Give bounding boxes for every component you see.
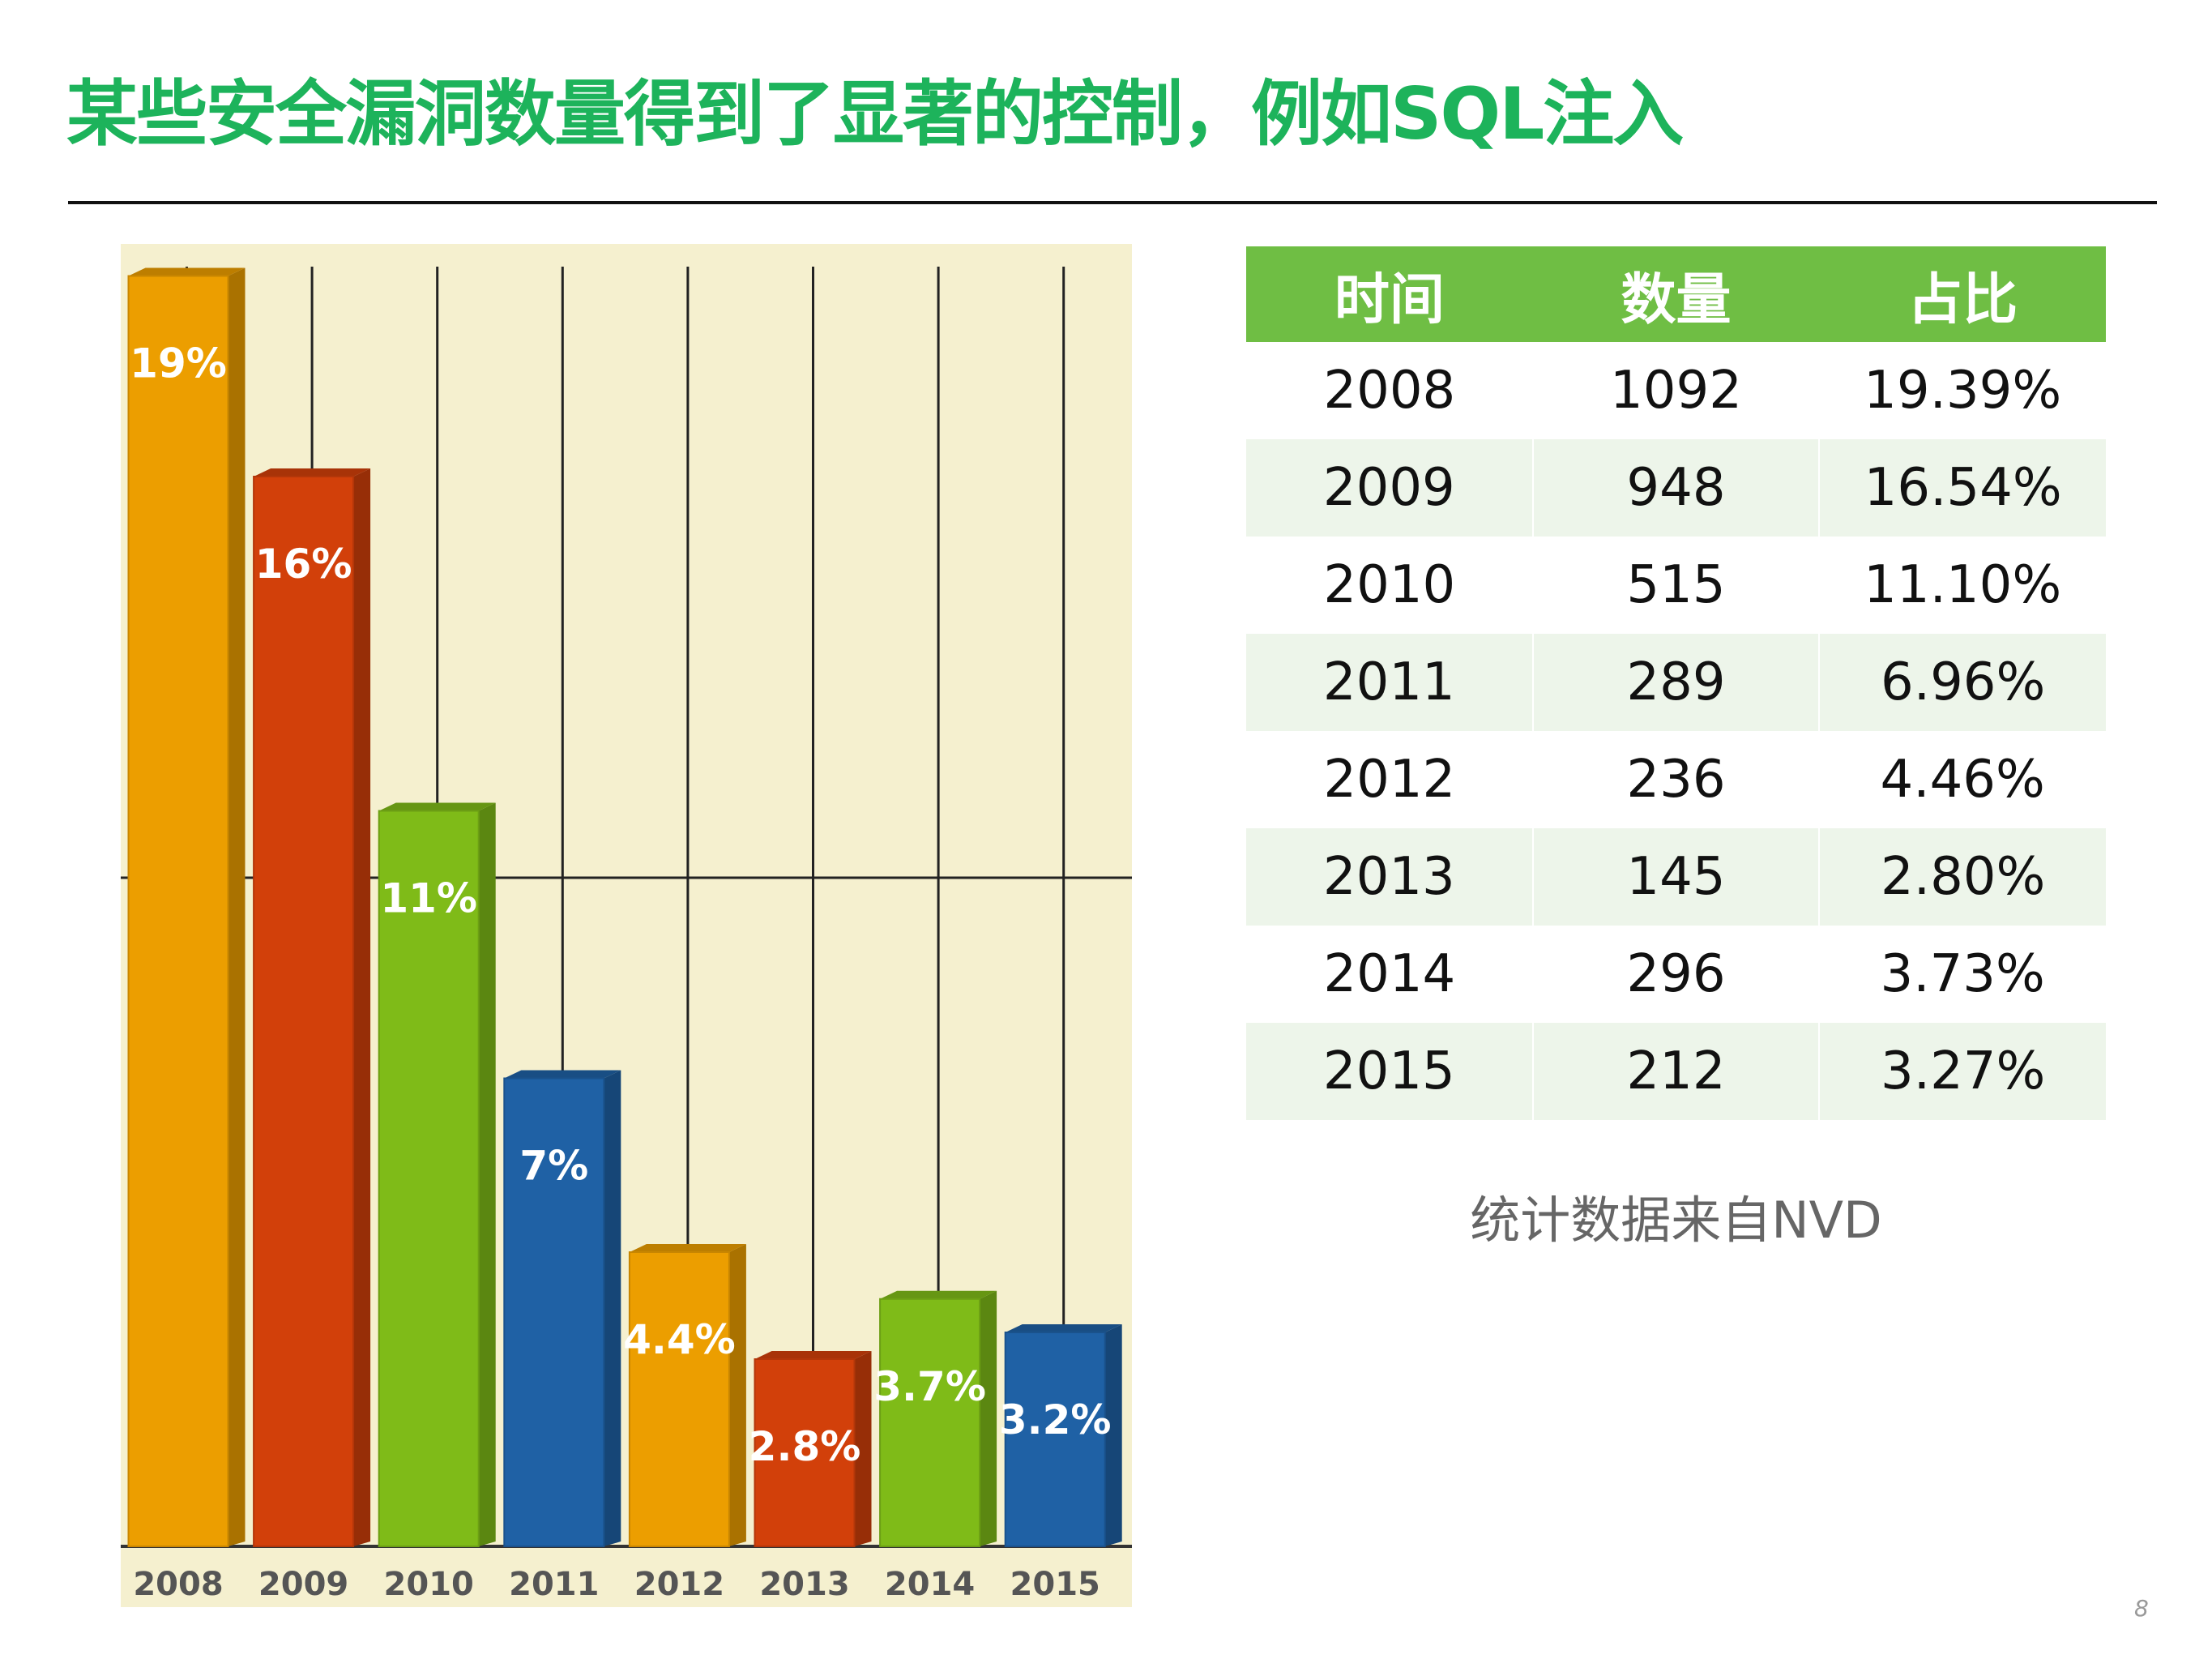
data-source-caption: 统计数据来自NVD [1470,1191,1882,1250]
cell-year: 2009 [1246,439,1533,537]
bar-side [1104,1324,1122,1546]
data-label: 4.4% [623,1316,736,1363]
cell-year: 2015 [1246,1023,1533,1120]
x-tick-label: 2015 [1010,1566,1100,1603]
x-tick-label: 2008 [133,1566,223,1603]
x-tick-label: 2010 [384,1566,474,1603]
page-number: 8 [2134,1595,2149,1622]
cell-ratio: 3.73% [1880,944,2045,1004]
x-tick-label: 2014 [885,1566,975,1603]
header-count: 数量 [1532,246,1820,342]
bar-2014 [879,1298,981,1547]
cell-year: 2008 [1323,361,1456,421]
cell-count: 289 [1531,634,1820,731]
data-label: 3.2% [999,1396,1112,1443]
header-ratio: 占比 [1819,246,2106,342]
bar-top [378,802,496,811]
data-label: 16% [255,541,352,588]
cell-ratio: 4.46% [1880,750,2045,810]
table-header-row: 时间 数量 占比 [1246,246,2106,342]
cell-count: 1092 [1610,361,1742,421]
bar-2008 [127,275,229,1547]
cell-ratio: 11.10% [1864,555,2062,615]
table-row: 2008 1092 19.39% [1246,342,2106,439]
bar-top [880,1290,997,1299]
bar-2015 [1004,1332,1106,1547]
title-divider [68,201,2157,204]
cell-count: 948 [1531,439,1820,537]
bar-2011 [503,1077,605,1547]
cell-year: 2011 [1246,634,1533,731]
cell-year: 2014 [1323,944,1456,1004]
cell-count: 145 [1531,828,1820,926]
cell-year: 2010 [1323,555,1456,615]
x-tick-label: 2011 [509,1566,599,1603]
cell-ratio: 16.54% [1818,439,2106,537]
table-row: 2013 145 2.80% [1246,828,2106,926]
table-row: 2014 296 3.73% [1246,926,2106,1023]
cell-count: 296 [1626,944,1726,1004]
cell-count: 212 [1531,1023,1820,1120]
bar-top [128,267,246,276]
cell-year: 2012 [1323,750,1456,810]
cell-count: 236 [1626,750,1726,810]
bar-chart: 19% 2008 16% 2009 11% 2010 7% 2011 4.4% 2012 2.8% 2… [121,244,1132,1607]
cell-count: 515 [1626,555,1726,615]
bar-side [854,1351,872,1546]
data-label: 3.7% [873,1363,986,1410]
table-row: 2011 289 6.96% [1246,634,2106,731]
bar-2009 [253,476,355,1547]
data-label: 11% [380,875,477,922]
bar-2010 [378,810,480,1547]
table-row: 2010 515 11.10% [1246,537,2106,634]
bar-top [754,1351,872,1359]
bar-top [504,1070,621,1079]
bar-2013 [754,1358,856,1547]
data-label: 2.8% [749,1423,861,1470]
table-row: 2015 212 3.27% [1246,1023,2106,1120]
header-time: 时间 [1246,246,1533,342]
bar-top [1005,1324,1122,1332]
cell-ratio: 2.80% [1818,828,2106,926]
table-row: 2009 948 16.54% [1246,439,2106,537]
bar-side [478,802,496,1546]
stats-table: 时间 数量 占比 2008 1092 19.39% 2009 948 16.54% 2010… [1246,246,2106,1120]
cell-ratio: 3.27% [1818,1023,2106,1120]
x-tick-label: 2012 [634,1566,724,1603]
x-tick-label: 2009 [258,1566,348,1603]
bar-2012 [628,1251,730,1547]
bar-top [629,1244,746,1252]
bar-side [728,1244,746,1546]
cell-ratio: 6.96% [1818,634,2106,731]
x-tick-label: 2013 [759,1566,849,1603]
data-label: 7% [519,1143,588,1190]
bar-top [254,468,371,477]
cell-year: 2013 [1246,828,1533,926]
slide-title: 某些安全漏洞数量得到了显著的控制，例如SQL注入 [66,72,1684,156]
table-row: 2012 236 4.46% [1246,731,2106,828]
bar-side [228,267,246,1546]
bar-side [353,468,371,1546]
bar-side [980,1290,997,1546]
data-label: 19% [130,340,227,387]
bar-side [604,1070,621,1546]
cell-ratio: 19.39% [1864,361,2062,421]
